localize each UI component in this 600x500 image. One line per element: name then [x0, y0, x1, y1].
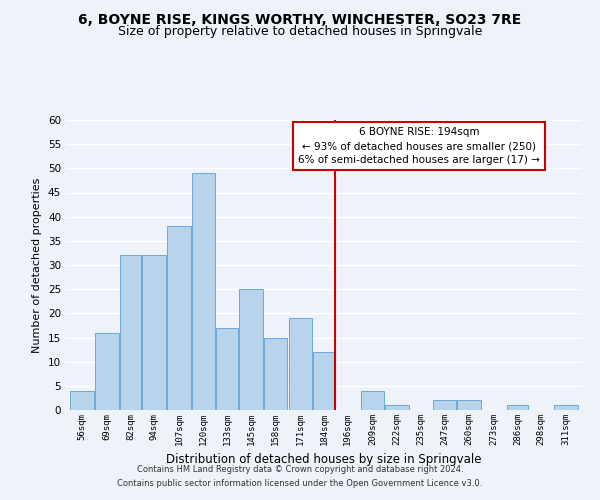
Bar	[70, 390, 94, 410]
Text: 6, BOYNE RISE, KINGS WORTHY, WINCHESTER, SO23 7RE: 6, BOYNE RISE, KINGS WORTHY, WINCHESTER,…	[79, 12, 521, 26]
Bar	[313, 352, 335, 410]
Text: Contains HM Land Registry data © Crown copyright and database right 2024.
Contai: Contains HM Land Registry data © Crown c…	[118, 466, 482, 487]
Bar	[239, 289, 263, 410]
Bar	[264, 338, 287, 410]
Bar	[361, 390, 384, 410]
Bar	[554, 405, 578, 410]
Text: 6 BOYNE RISE: 194sqm
← 93% of detached houses are smaller (250)
6% of semi-detac: 6 BOYNE RISE: 194sqm ← 93% of detached h…	[298, 127, 540, 165]
Bar	[142, 256, 166, 410]
Bar	[506, 405, 529, 410]
Text: Size of property relative to detached houses in Springvale: Size of property relative to detached ho…	[118, 25, 482, 38]
Bar	[119, 256, 142, 410]
Bar	[192, 173, 215, 410]
Bar	[289, 318, 312, 410]
Bar	[457, 400, 481, 410]
Bar	[433, 400, 456, 410]
X-axis label: Distribution of detached houses by size in Springvale: Distribution of detached houses by size …	[166, 454, 482, 466]
Y-axis label: Number of detached properties: Number of detached properties	[32, 178, 43, 352]
Bar	[95, 332, 119, 410]
Bar	[217, 328, 238, 410]
Bar	[385, 405, 409, 410]
Bar	[167, 226, 191, 410]
